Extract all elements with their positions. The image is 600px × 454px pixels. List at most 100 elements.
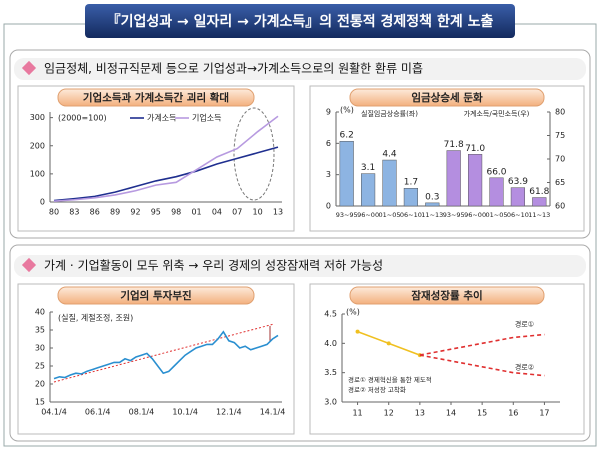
section-heading: 가계 · 기업활동이 모두 위축 → 우리 경제의 성장잠재력 저하 가능성 bbox=[44, 259, 383, 273]
chart-title: 기업의 투자부진 bbox=[120, 289, 191, 302]
x-tick-label: 01~05 bbox=[486, 211, 508, 219]
x-tick-label: 11~13 bbox=[528, 211, 550, 219]
y-tick-label: 15 bbox=[35, 398, 45, 407]
bar bbox=[489, 177, 504, 207]
x-tick-label: 16 bbox=[508, 409, 518, 418]
line-series bbox=[53, 115, 279, 202]
x-tick-label: 04.1/4 bbox=[41, 408, 67, 417]
section-heading-bg bbox=[14, 58, 586, 80]
x-tick-label: 12.1/4 bbox=[216, 408, 242, 417]
x-tick-label: 89 bbox=[110, 208, 120, 217]
page-title: 『기업성과 → 일자리 → 가계소득』의 전통적 경제정책 한계 노출 bbox=[107, 13, 494, 30]
value-label: 6.2 bbox=[340, 131, 354, 141]
x-tick-label: 98 bbox=[171, 208, 181, 217]
chart-panel bbox=[17, 283, 295, 435]
y-tick-label: 60 bbox=[555, 202, 565, 211]
x-tick-label: 93~95 bbox=[443, 211, 465, 219]
bar bbox=[382, 159, 397, 207]
value-label: 71.8 bbox=[444, 140, 464, 150]
y-tick-label: 0 bbox=[40, 198, 45, 207]
y-tick-label: 35 bbox=[35, 326, 45, 335]
section-heading: 임금정체, 비정규직문제 등으로 기업성과→가계소득으로의 원활한 환류 미흡 bbox=[44, 62, 423, 76]
y-tick-label: 3.5 bbox=[324, 368, 337, 377]
bar bbox=[425, 202, 440, 207]
bar bbox=[361, 173, 376, 207]
annotation: (실질, 계절조정, 조원) bbox=[58, 313, 133, 323]
value-label: 63.9 bbox=[508, 177, 528, 187]
y-tick-label: 80 bbox=[555, 108, 565, 117]
y-tick-label: 4.0 bbox=[324, 339, 337, 348]
x-tick-label: 11 bbox=[352, 409, 362, 418]
y-tick-label: 40 bbox=[35, 308, 45, 317]
y-tick-label: 0 bbox=[326, 202, 331, 211]
x-tick-label: 10 bbox=[253, 208, 263, 217]
x-tick-label: 01~05 bbox=[379, 211, 401, 219]
y-tick-label: 3.0 bbox=[324, 398, 337, 407]
x-tick-label: 08.1/4 bbox=[129, 408, 155, 417]
x-tick-label: 80 bbox=[49, 208, 59, 217]
y-tick-label: 9 bbox=[326, 108, 331, 117]
chart-panel bbox=[17, 85, 295, 232]
x-tick-label: 10.1/4 bbox=[172, 408, 198, 417]
x-tick-label: 06.1/4 bbox=[85, 408, 111, 417]
point bbox=[355, 329, 360, 334]
series-label: 경로① bbox=[515, 320, 534, 329]
y-unit: (%) bbox=[340, 106, 354, 115]
title-banner bbox=[85, 4, 515, 38]
x-tick-label: 92 bbox=[130, 208, 140, 217]
x-tick-label: 17 bbox=[539, 409, 549, 418]
y-tick-label: 4.5 bbox=[324, 310, 337, 319]
value-label: 71.0 bbox=[465, 144, 485, 154]
chart-title: 잠재성장률 추이 bbox=[411, 289, 482, 302]
y-tick-label: 3 bbox=[326, 170, 331, 179]
x-tick-label: 96~00 bbox=[357, 211, 379, 219]
y-tick-label: 6 bbox=[326, 139, 331, 148]
legend-label: 실질임금상승률(좌) bbox=[361, 109, 418, 118]
chart-title-bg bbox=[349, 286, 545, 305]
section-heading-bg bbox=[14, 255, 586, 277]
x-tick-label: 14.1/4 bbox=[260, 408, 286, 417]
y-tick-label: 65 bbox=[555, 178, 565, 187]
value-label: 0.3 bbox=[425, 192, 439, 202]
legend-label: 기업소득 bbox=[192, 114, 221, 123]
chart-title: 기업소득과 가계소득간 괴리 확대 bbox=[83, 91, 229, 104]
note: 경로① 경제혁신을 통한 제도적 bbox=[348, 375, 432, 384]
bar bbox=[532, 197, 547, 207]
legend-label: 가계소득/국민소득(우) bbox=[464, 109, 530, 118]
y-tick-label: 75 bbox=[555, 131, 565, 140]
series-label: 경로② bbox=[515, 363, 534, 372]
bar bbox=[403, 187, 418, 207]
bar bbox=[468, 154, 483, 207]
x-tick-label: 86 bbox=[90, 208, 100, 217]
y-tick-label: 70 bbox=[555, 155, 565, 164]
value-label: 61.8 bbox=[529, 187, 549, 197]
chart-title-bg bbox=[57, 286, 255, 305]
line-series bbox=[419, 354, 545, 377]
chart-title: 임금상승세 둔화 bbox=[411, 91, 483, 104]
x-tick-label: 13 bbox=[415, 409, 425, 418]
x-tick-label: 13 bbox=[273, 208, 283, 217]
x-tick-label: 95 bbox=[151, 208, 161, 217]
line-series bbox=[53, 330, 279, 380]
x-tick-label: 01 bbox=[191, 208, 201, 217]
bar bbox=[510, 187, 525, 207]
legend-label: 가계소득 bbox=[147, 113, 176, 123]
x-tick-label: 07 bbox=[232, 208, 242, 217]
x-tick-label: 12 bbox=[384, 409, 394, 418]
annotation: (2000=100) bbox=[58, 114, 107, 123]
x-tick-label: 14 bbox=[446, 409, 456, 418]
x-tick-label: 06~10 bbox=[400, 211, 422, 219]
y-tick-label: 300 bbox=[30, 113, 45, 122]
chart-panel bbox=[309, 283, 585, 435]
y-tick-label: 25 bbox=[35, 362, 45, 371]
value-label: 66.0 bbox=[486, 167, 506, 177]
y-tick-label: 20 bbox=[35, 380, 45, 389]
point bbox=[386, 341, 391, 346]
line-series bbox=[419, 333, 545, 356]
x-tick-label: 93~95 bbox=[336, 211, 358, 219]
x-tick-label: 06~10 bbox=[507, 211, 529, 219]
value-label: 4.4 bbox=[382, 150, 397, 160]
x-tick-label: 15 bbox=[477, 409, 487, 418]
chart-title-bg bbox=[349, 88, 545, 107]
